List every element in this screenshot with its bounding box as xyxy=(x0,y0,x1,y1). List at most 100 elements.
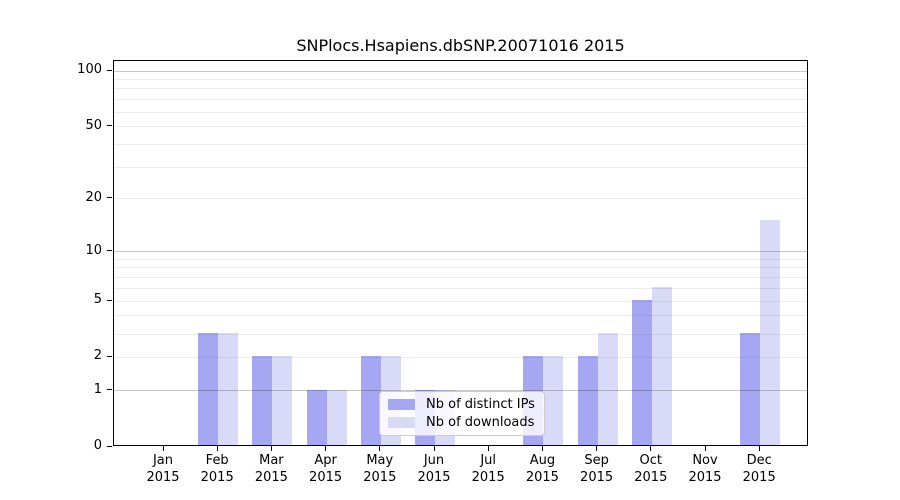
x-tick-year: 2015 xyxy=(254,470,288,485)
x-tick-month: Dec xyxy=(746,453,772,468)
x-tick-label-jan: Jan 2015 xyxy=(131,452,195,486)
x-tick-mark-jan xyxy=(162,446,164,451)
bar-nb-of-distinct-ips-sep xyxy=(577,356,598,445)
y-tick-label-100: 100 xyxy=(77,62,102,77)
x-tick-year: 2015 xyxy=(417,470,451,485)
gridline-3 xyxy=(114,333,807,335)
x-tick-month: Jul xyxy=(480,453,497,468)
x-tick-year: 2015 xyxy=(471,470,505,485)
gridline-50 xyxy=(114,126,807,128)
x-tick-year: 2015 xyxy=(742,470,776,485)
x-tick-year: 2015 xyxy=(580,470,614,485)
gridline-70 xyxy=(114,99,807,101)
y-tick-label-1: 1 xyxy=(93,381,102,397)
gridline-2 xyxy=(114,356,807,358)
bar-nb-of-downloads-oct xyxy=(651,287,672,445)
gridline-100 xyxy=(114,70,807,72)
y-tick-mark-100 xyxy=(107,69,112,71)
legend-swatch-distinct-ips xyxy=(388,399,415,410)
legend-label-downloads: Nb of downloads xyxy=(426,415,535,430)
legend-label-distinct-ips: Nb of distinct IPs xyxy=(426,397,535,412)
bar-nb-of-downloads-sep xyxy=(597,333,618,445)
y-tick-mark-1 xyxy=(107,389,112,391)
bar-nb-of-distinct-ips-mar xyxy=(252,356,273,445)
x-tick-label-aug: Aug 2015 xyxy=(510,452,574,486)
bar-nb-of-distinct-ips-oct xyxy=(631,300,652,445)
legend-swatch-downloads xyxy=(388,417,415,428)
x-tick-year: 2015 xyxy=(688,470,722,485)
x-tick-year: 2015 xyxy=(200,470,234,485)
gridline-1 xyxy=(114,390,807,392)
x-tick-month: Mar xyxy=(259,453,284,468)
y-tick-mark-2 xyxy=(107,355,112,357)
bar-nb-of-distinct-ips-feb xyxy=(198,333,219,445)
x-tick-year: 2015 xyxy=(309,470,343,485)
x-tick-mark-jun xyxy=(433,446,435,451)
gridline-9 xyxy=(114,258,807,260)
gridline-5 xyxy=(114,300,807,302)
x-tick-mark-jul xyxy=(487,446,489,451)
x-tick-month: Jan xyxy=(152,453,174,468)
y-tick-mark-10 xyxy=(107,250,112,252)
x-tick-month: Jun xyxy=(423,453,445,468)
x-tick-label-may: May 2015 xyxy=(348,452,412,486)
x-tick-label-sep: Sep 2015 xyxy=(565,452,629,486)
x-tick-label-jun: Jun 2015 xyxy=(402,452,466,486)
bar-nb-of-downloads-apr xyxy=(326,389,347,445)
x-tick-month: Feb xyxy=(205,453,229,468)
y-tick-mark-20 xyxy=(107,197,112,199)
bar-nb-of-downloads-mar xyxy=(272,356,293,445)
x-tick-mark-feb xyxy=(216,446,218,451)
x-tick-month: Oct xyxy=(639,453,663,468)
legend-item-downloads: Nb of downloads xyxy=(388,415,535,430)
x-tick-month: Aug xyxy=(529,453,556,468)
x-tick-label-apr: Apr 2015 xyxy=(294,452,358,486)
x-tick-mark-nov xyxy=(704,446,706,451)
gridline-30 xyxy=(114,166,807,168)
x-tick-month: May xyxy=(366,453,394,468)
plot-area xyxy=(113,60,808,446)
gridline-8 xyxy=(114,267,807,269)
bar-nb-of-distinct-ips-may xyxy=(360,356,381,445)
gridline-7 xyxy=(114,277,807,279)
x-tick-mark-sep xyxy=(596,446,598,451)
gridline-4 xyxy=(114,315,807,317)
x-tick-label-dec: Dec 2015 xyxy=(727,452,791,486)
y-tick-label-50: 50 xyxy=(85,117,102,133)
x-tick-mark-dec xyxy=(758,446,760,451)
x-tick-mark-may xyxy=(379,446,381,451)
y-tick-label-20: 20 xyxy=(85,189,102,205)
x-tick-label-oct: Oct 2015 xyxy=(619,452,683,486)
x-tick-mark-aug xyxy=(541,446,543,451)
y-tick-label-0: 0 xyxy=(93,438,102,453)
x-tick-mark-mar xyxy=(270,446,272,451)
x-tick-mark-oct xyxy=(650,446,652,451)
gridline-20 xyxy=(114,198,807,200)
chart-title: SNPlocs.Hsapiens.dbSNP.20071016 2015 xyxy=(296,36,625,55)
y-tick-mark-5 xyxy=(107,299,112,301)
gridline-80 xyxy=(114,88,807,90)
gridline-10 xyxy=(114,251,807,253)
x-tick-year: 2015 xyxy=(525,470,559,485)
x-tick-label-mar: Mar 2015 xyxy=(239,452,303,486)
bar-nb-of-downloads-feb xyxy=(218,333,239,445)
y-tick-label-5: 5 xyxy=(93,292,102,308)
gridline-40 xyxy=(114,143,807,145)
legend-item-distinct-ips: Nb of distinct IPs xyxy=(388,397,535,412)
bar-nb-of-distinct-ips-apr xyxy=(306,389,327,445)
y-tick-mark-0 xyxy=(107,445,112,447)
y-tick-label-2: 2 xyxy=(93,348,102,364)
x-tick-mark-apr xyxy=(325,446,327,451)
x-tick-month: Nov xyxy=(692,453,718,468)
y-tick-label-10: 10 xyxy=(85,242,102,258)
legend: Nb of distinct IPs Nb of downloads xyxy=(379,391,545,436)
x-tick-month: Apr xyxy=(314,453,337,468)
x-tick-year: 2015 xyxy=(363,470,397,485)
bar-nb-of-distinct-ips-dec xyxy=(740,333,761,445)
x-tick-year: 2015 xyxy=(146,470,180,485)
x-tick-label-nov: Nov 2015 xyxy=(673,452,737,486)
gridline-90 xyxy=(114,78,807,80)
x-tick-label-feb: Feb 2015 xyxy=(185,452,249,486)
bar-nb-of-downloads-dec xyxy=(760,220,781,445)
